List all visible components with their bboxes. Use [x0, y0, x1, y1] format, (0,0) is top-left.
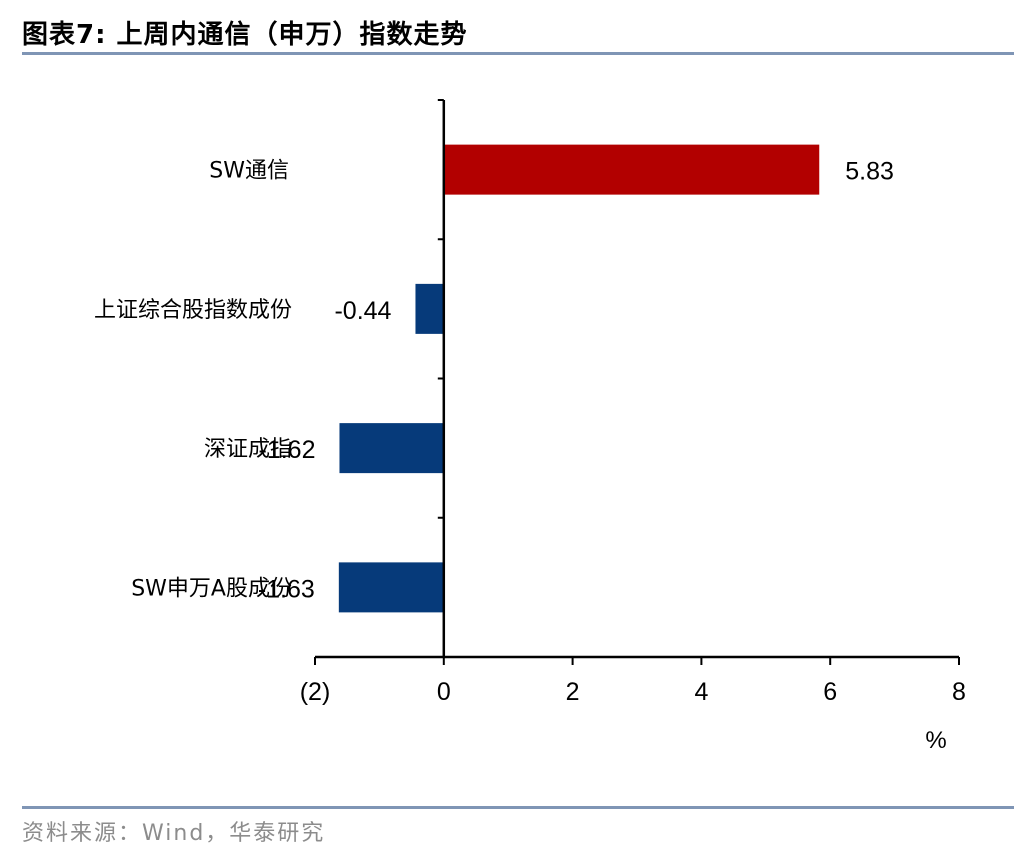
value-label-1: -0.44	[334, 297, 391, 325]
category-label-1: 上证综合股指数成份	[94, 298, 292, 323]
title-rule	[22, 52, 1014, 55]
chart-title: 图表7: 上周内通信（申万）指数走势	[22, 20, 468, 50]
x-tick-label-2: 2	[566, 678, 580, 706]
category-label-2: 深证成指	[204, 437, 292, 462]
source-note: 资料来源：Wind，华泰研究	[22, 821, 326, 846]
bars-layer	[338, 144, 820, 613]
bar-3	[338, 562, 444, 613]
labels-layer: SW通信 5.83 上证综合股指数成份 -0.44 深证成指-1.62 SW申万A股成份-…	[94, 158, 966, 754]
bar-2	[339, 423, 444, 474]
category-label-3: SW申万A股成份	[131, 576, 292, 601]
value-label-2: -1.62	[258, 436, 315, 464]
axes-layer	[314, 99, 960, 665]
bar-0	[443, 144, 820, 195]
source-rule	[22, 806, 1014, 809]
bar-1	[415, 283, 444, 334]
x-tick-label-4: 6	[823, 678, 837, 706]
x-axis-unit-label: %	[925, 727, 946, 754]
value-label-3: -1.63	[258, 575, 315, 603]
x-tick-label-3: 4	[694, 678, 708, 706]
category-label-0: SW通信	[209, 159, 289, 184]
value-label-0: 5.83	[845, 158, 894, 186]
x-tick-label-0: (2)	[300, 678, 331, 706]
x-tick-label-5: 8	[952, 678, 966, 706]
x-tick-label-1: 0	[437, 678, 451, 706]
